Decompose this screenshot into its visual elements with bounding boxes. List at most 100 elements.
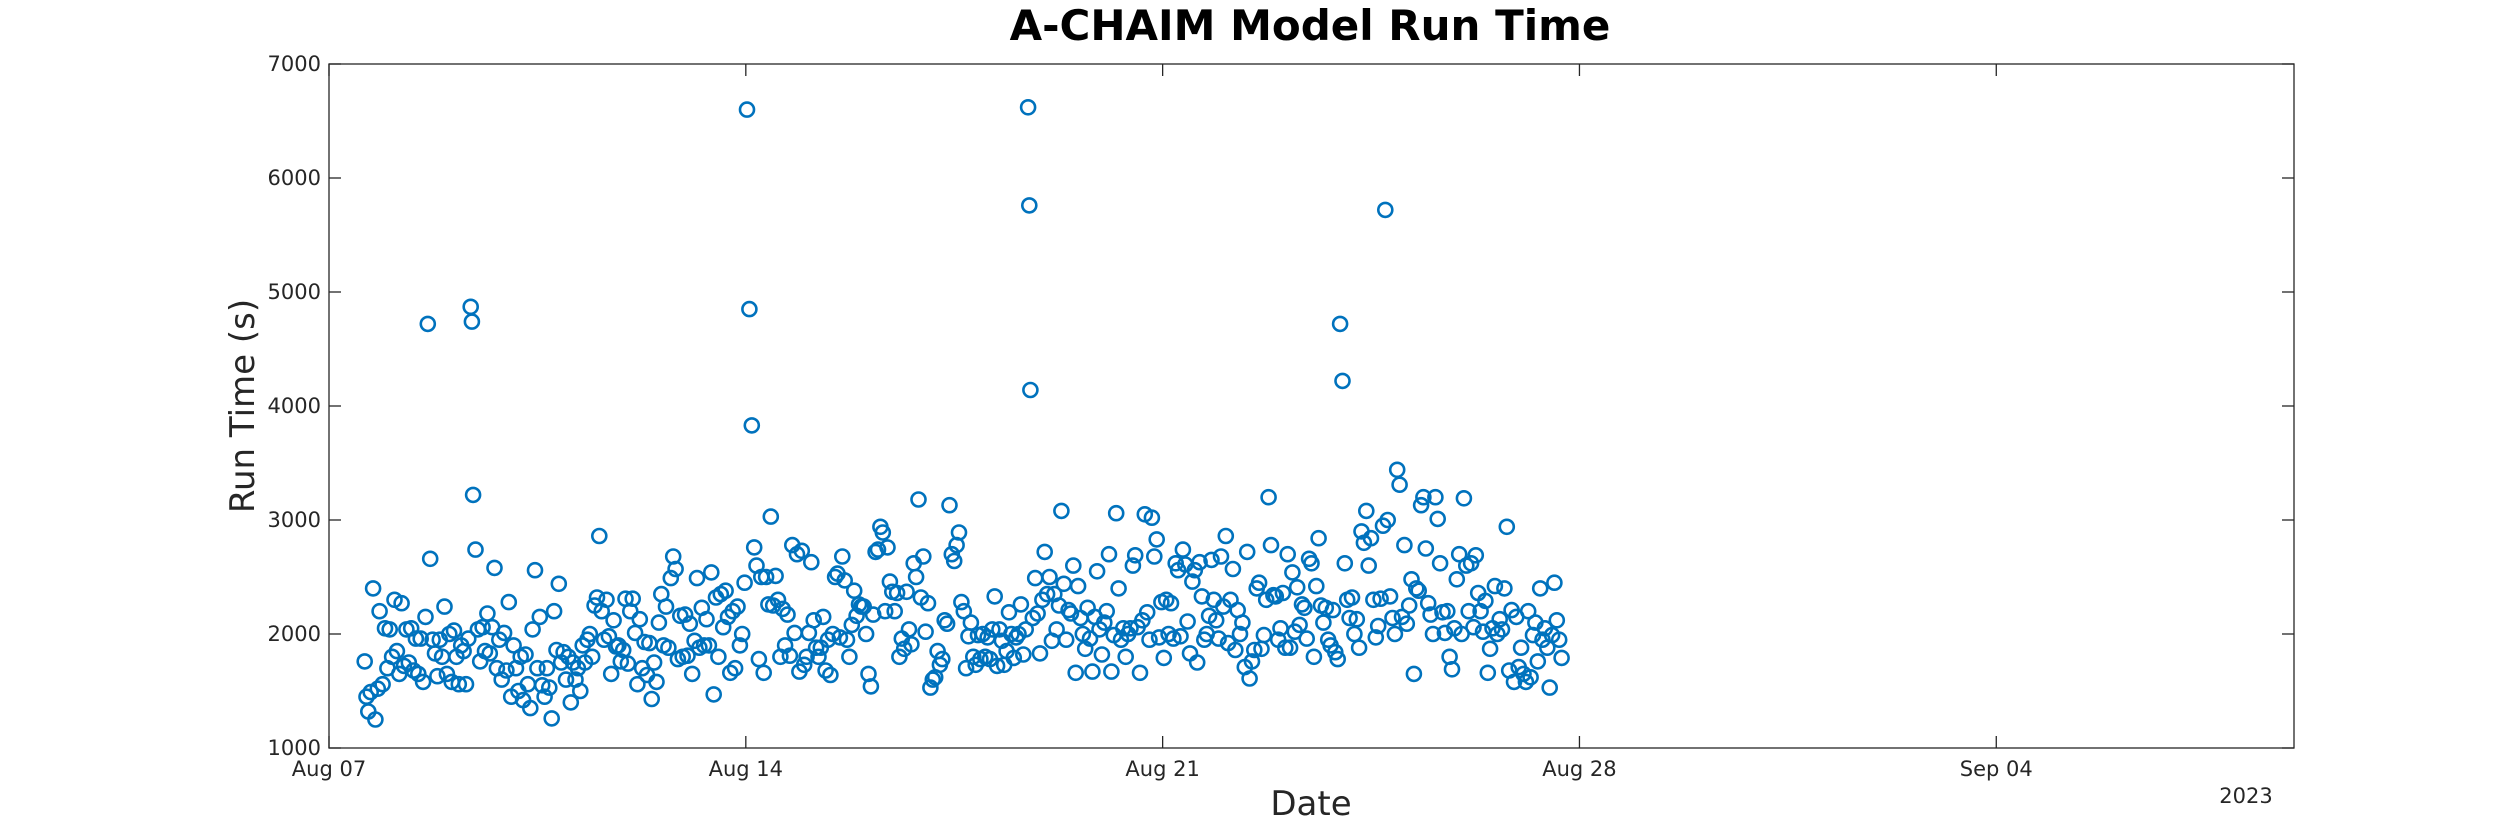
- data-point: [450, 675, 468, 693]
- data-point: [1262, 536, 1280, 554]
- data-point: [1498, 518, 1516, 536]
- data-point: [1379, 511, 1396, 529]
- data-point: [1126, 546, 1144, 564]
- data-point: [1184, 573, 1201, 590]
- data-point: [1531, 580, 1549, 597]
- data-point: [1358, 502, 1375, 520]
- data-point: [498, 662, 515, 679]
- data-point: [1057, 631, 1075, 649]
- data-point: [1412, 496, 1430, 514]
- data-point: [1067, 664, 1084, 682]
- data-point: [1372, 590, 1389, 608]
- data-point: [538, 659, 556, 677]
- data-point: [755, 664, 773, 682]
- data-point: [356, 653, 374, 670]
- data-point: [955, 602, 973, 620]
- data-point: [419, 315, 437, 333]
- data-point: [1408, 580, 1425, 597]
- data-point: [1410, 582, 1427, 600]
- data-point: [1419, 594, 1437, 612]
- data-point: [583, 648, 601, 666]
- data-point: [1443, 660, 1461, 678]
- data-point: [459, 630, 477, 647]
- data-point: [683, 665, 701, 683]
- data-point: [869, 541, 887, 558]
- data-point: [1131, 664, 1149, 682]
- data-point: [953, 593, 970, 611]
- data-point: [495, 624, 513, 642]
- data-point: [1427, 488, 1444, 506]
- data-point: [557, 671, 575, 688]
- data-point: [900, 621, 918, 638]
- data-point: [1053, 502, 1070, 520]
- data-point: [543, 710, 561, 727]
- data-point: [1081, 630, 1099, 647]
- data-point: [1341, 609, 1358, 627]
- data-point: [933, 650, 951, 668]
- data-point: [1107, 504, 1125, 522]
- data-point: [769, 591, 787, 609]
- data-point: [1005, 649, 1023, 667]
- data-point: [831, 629, 849, 646]
- data-point: [1388, 461, 1406, 479]
- data-point: [838, 631, 856, 649]
- data-point: [1424, 625, 1442, 643]
- data-point: [726, 659, 744, 677]
- data-point: [810, 648, 827, 666]
- data-point: [833, 548, 851, 565]
- data-point: [710, 648, 727, 666]
- data-point: [1519, 602, 1537, 620]
- data-point: [786, 624, 803, 642]
- data-point: [631, 610, 649, 628]
- data-point: [1384, 609, 1401, 627]
- data-point: [1315, 614, 1332, 631]
- data-point: [1281, 639, 1299, 657]
- data-point: [941, 496, 958, 514]
- data-point: [1291, 616, 1308, 634]
- data-point: [907, 568, 925, 586]
- data-point: [1436, 624, 1454, 642]
- data-point: [1065, 557, 1082, 574]
- data-point: [836, 572, 854, 589]
- data-point: [688, 569, 706, 587]
- data-point: [857, 625, 875, 643]
- data-point: [1224, 560, 1242, 578]
- data-point: [1203, 551, 1220, 569]
- data-point: [1336, 554, 1354, 572]
- data-point: [724, 602, 742, 620]
- data-point: [369, 680, 387, 698]
- data-point: [602, 665, 620, 683]
- data-point: [464, 486, 482, 504]
- y-axis-ticks: 1000 2000 3000 4000 5000 6000 7000: [268, 52, 2294, 760]
- data-point: [1396, 536, 1413, 554]
- x-tick-label: Aug 07: [292, 757, 366, 781]
- data-point: [1296, 599, 1313, 617]
- data-point: [1386, 625, 1404, 643]
- data-point: [1391, 476, 1408, 494]
- data-point: [1231, 625, 1249, 643]
- data-point: [1243, 653, 1261, 670]
- data-point: [1188, 654, 1206, 671]
- data-point: [1317, 599, 1335, 617]
- data-point: [1496, 580, 1513, 597]
- y-tick-label: 5000: [268, 280, 321, 304]
- data-point: [1362, 529, 1380, 547]
- y-tick-label: 1000: [268, 736, 321, 760]
- data-point: [555, 643, 572, 661]
- data-point: [1460, 602, 1477, 620]
- data-point: [414, 673, 432, 691]
- data-point: [676, 606, 694, 623]
- data-point: [500, 593, 518, 611]
- data-point: [1334, 372, 1351, 390]
- data-point: [660, 639, 677, 657]
- data-point: [1348, 610, 1366, 628]
- data-point: [590, 527, 608, 545]
- data-point: [743, 417, 761, 434]
- data-point: [1055, 575, 1073, 593]
- data-point: [393, 594, 410, 612]
- data-point: [381, 621, 399, 638]
- data-point: [1179, 613, 1196, 630]
- data-point: [1227, 641, 1244, 659]
- data-point: [1174, 541, 1192, 558]
- data-point: [845, 582, 863, 600]
